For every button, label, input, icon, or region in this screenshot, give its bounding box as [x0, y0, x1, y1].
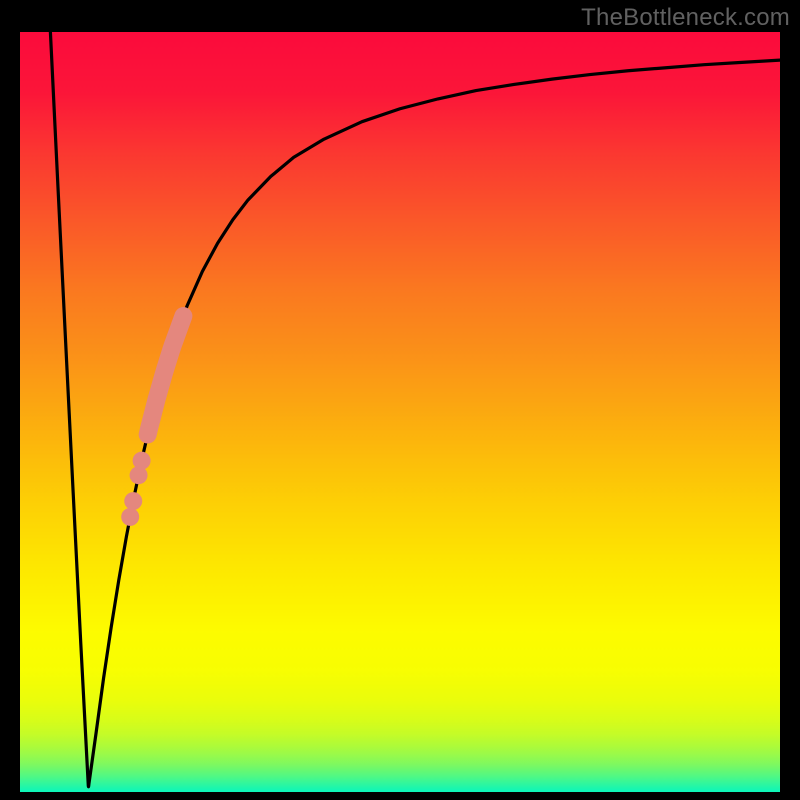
curve-markers — [121, 316, 183, 526]
stage: TheBottleneck.com — [0, 0, 800, 800]
bottleneck-plot — [20, 32, 780, 792]
watermark-text: TheBottleneck.com — [581, 4, 790, 32]
marker-dot — [124, 492, 142, 510]
marker-dot — [121, 508, 139, 526]
marker-dot — [133, 452, 151, 470]
marker-capsule — [148, 316, 184, 434]
curve-overlay — [20, 32, 780, 792]
